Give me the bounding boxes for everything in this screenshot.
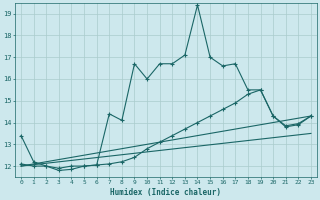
X-axis label: Humidex (Indice chaleur): Humidex (Indice chaleur): [110, 188, 221, 197]
